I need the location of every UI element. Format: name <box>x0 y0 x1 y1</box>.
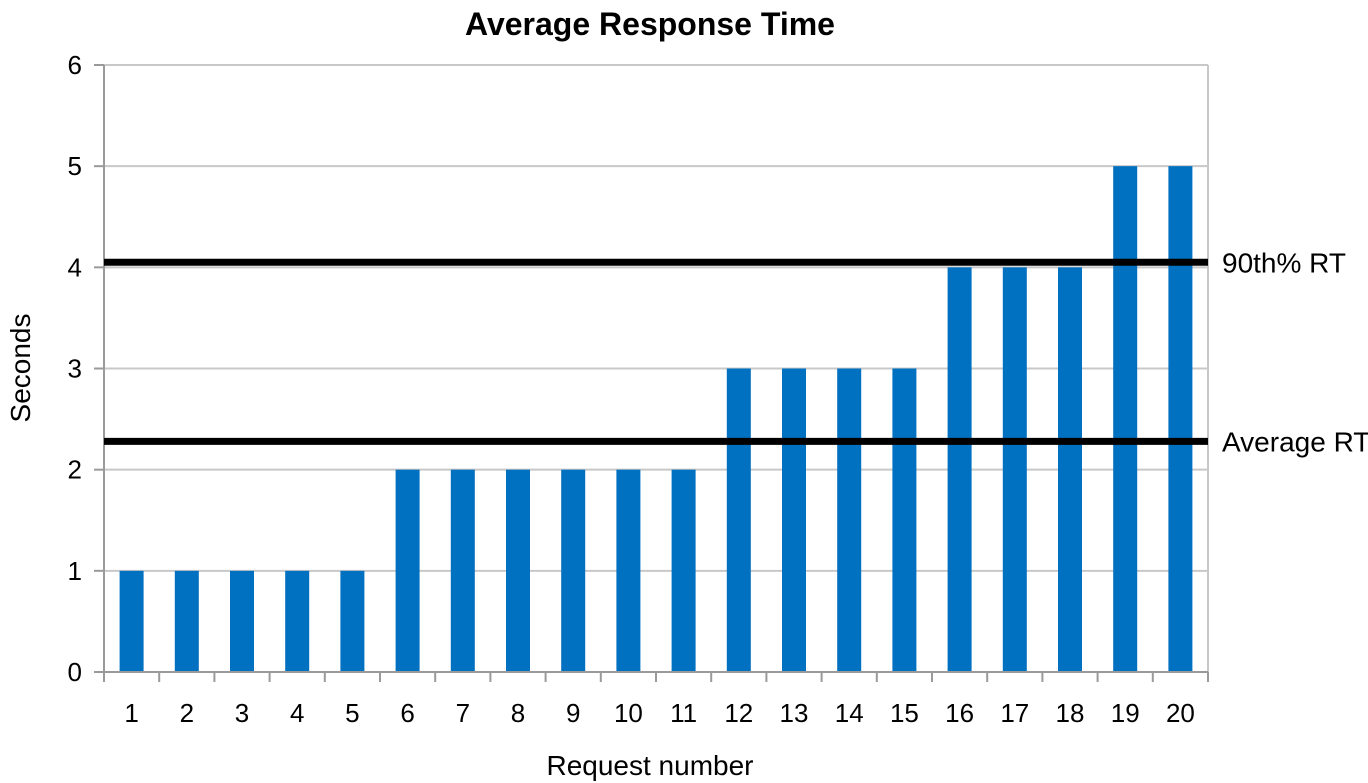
x-tick-label: 7 <box>456 698 470 728</box>
bar <box>947 267 972 672</box>
bar <box>285 570 310 672</box>
x-tick-label: 1 <box>124 698 138 728</box>
x-tick-label: 20 <box>1166 698 1195 728</box>
x-tick-label: 17 <box>1000 698 1029 728</box>
x-tick-label: 8 <box>511 698 525 728</box>
bar <box>119 570 144 672</box>
bar <box>1113 166 1138 672</box>
bar <box>340 570 365 672</box>
reference-line-label: Average RT <box>1222 426 1368 457</box>
y-tick-label: 6 <box>68 50 82 80</box>
x-tick-label: 9 <box>566 698 580 728</box>
bar <box>230 570 254 672</box>
bar <box>782 368 806 672</box>
x-tick-label: 13 <box>780 698 809 728</box>
y-tick-label: 2 <box>68 455 82 485</box>
x-axis-title: Request number <box>546 750 753 781</box>
chart-title: Average Response Time <box>465 6 835 42</box>
y-tick-label: 1 <box>68 556 82 586</box>
bar <box>395 469 420 672</box>
bars <box>119 166 1193 672</box>
bar <box>450 469 475 672</box>
reference-lines: 90th% RT Average RT <box>104 247 1368 457</box>
x-tick-label: 18 <box>1056 698 1085 728</box>
bar <box>837 368 862 672</box>
bar <box>1168 166 1193 672</box>
bar <box>892 368 917 672</box>
x-tick-label: 3 <box>235 698 249 728</box>
x-tick-label: 10 <box>614 698 643 728</box>
x-tick-label: 15 <box>890 698 919 728</box>
y-tick-label: 3 <box>68 354 82 384</box>
bar <box>726 368 751 672</box>
bar <box>506 469 530 672</box>
x-tick-label: 6 <box>400 698 414 728</box>
grid-lines <box>104 64 1209 672</box>
bar <box>616 469 641 672</box>
y-tick-label: 5 <box>68 151 82 181</box>
x-tick-label: 5 <box>345 698 359 728</box>
bar <box>1002 267 1027 672</box>
y-tick-label: 4 <box>68 252 82 282</box>
y-axis-title: Seconds <box>5 314 36 423</box>
reference-line-label: 90th% RT <box>1222 247 1346 278</box>
bar <box>1058 267 1082 672</box>
x-tick-label: 14 <box>835 698 864 728</box>
x-tick-label: 11 <box>670 698 697 728</box>
y-tick-label: 0 <box>68 657 82 687</box>
x-tick-label: 16 <box>945 698 974 728</box>
x-tick-label: 4 <box>290 698 304 728</box>
bar <box>671 469 696 672</box>
bar <box>561 469 586 672</box>
x-tick-label: 2 <box>180 698 194 728</box>
bar <box>174 570 199 672</box>
x-tick-label: 19 <box>1111 698 1140 728</box>
x-tick-label: 12 <box>724 698 753 728</box>
